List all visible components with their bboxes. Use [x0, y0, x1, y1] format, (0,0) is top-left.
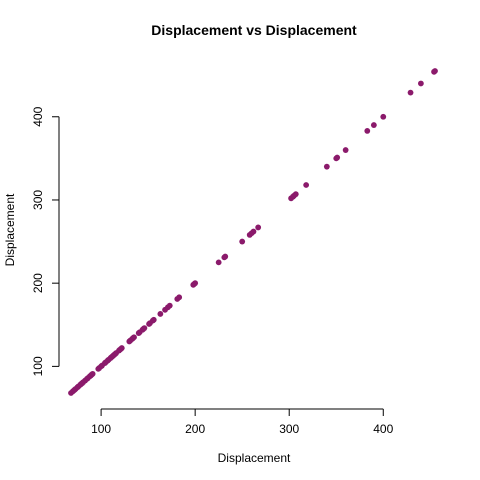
- data-point: [417, 80, 424, 87]
- data-point: [176, 294, 183, 301]
- data-point: [255, 224, 262, 231]
- data-point: [89, 370, 96, 377]
- data-point: [342, 147, 349, 153]
- y-tick-label: 300: [31, 190, 45, 210]
- data-point: [192, 280, 199, 287]
- data-point: [150, 316, 157, 323]
- data-point: [380, 113, 387, 120]
- data-point: [141, 325, 148, 332]
- y-axis: 100 200 300 400: [31, 106, 60, 376]
- data-point: [303, 182, 310, 188]
- data-point: [222, 253, 229, 260]
- y-tick-label: 400: [31, 106, 45, 126]
- y-tick-label: 100: [31, 356, 45, 376]
- data-point: [292, 191, 299, 198]
- chart-title: Displacement vs Displacement: [151, 22, 357, 38]
- data-point: [323, 163, 330, 170]
- x-tick-label: 400: [373, 422, 393, 436]
- data-point: [364, 128, 371, 134]
- x-axis: 100 200 300 400: [91, 408, 394, 436]
- data-points: [68, 68, 438, 396]
- data-point: [166, 302, 173, 309]
- data-point: [407, 89, 414, 96]
- data-point: [250, 228, 257, 235]
- data-point: [239, 238, 246, 245]
- data-point: [157, 311, 164, 317]
- x-tick-label: 100: [91, 422, 111, 436]
- data-point: [215, 259, 222, 266]
- data-point: [334, 154, 341, 161]
- data-point: [432, 68, 438, 74]
- x-tick-label: 300: [279, 422, 299, 436]
- data-point: [131, 334, 137, 341]
- x-tick-label: 200: [185, 422, 205, 436]
- x-axis-label: Displacement: [218, 451, 291, 465]
- data-point: [118, 345, 125, 351]
- y-tick-label: 200: [31, 273, 45, 293]
- y-axis-label: Displacement: [3, 193, 17, 266]
- data-point: [370, 122, 377, 128]
